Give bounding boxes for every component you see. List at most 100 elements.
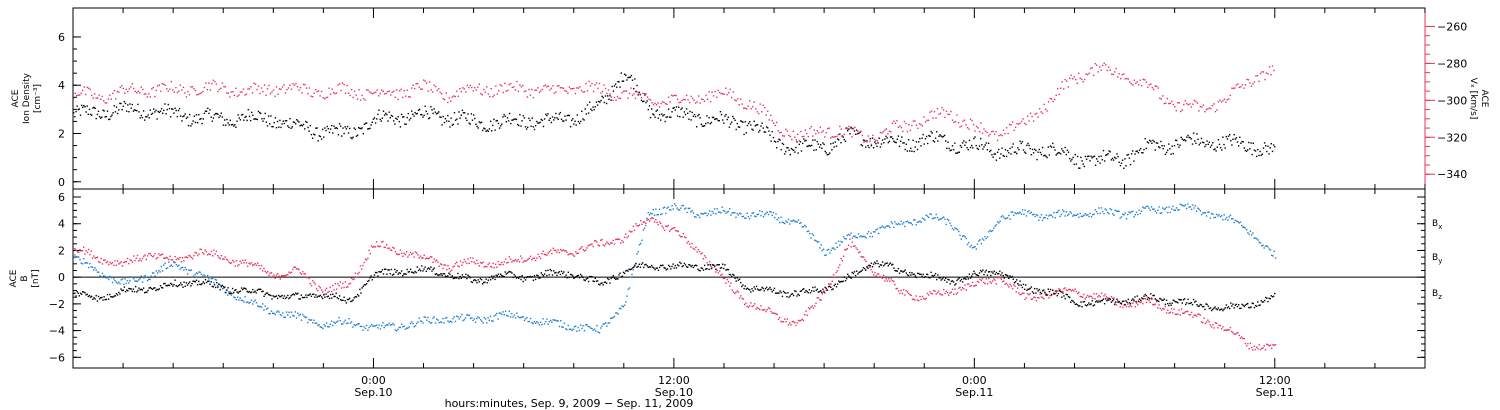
ion-density-point [726, 118, 728, 121]
by-point [313, 319, 315, 321]
by-point [931, 217, 934, 220]
bx-point [448, 272, 450, 274]
bz-point [105, 261, 107, 264]
bx-point [394, 268, 396, 271]
ion-density-point [377, 113, 379, 116]
bx-point [220, 286, 222, 288]
ion-density-point [895, 141, 897, 144]
ion-density-point [548, 119, 550, 121]
vx-point [98, 94, 100, 96]
by-point [388, 322, 390, 324]
bx-point [866, 266, 868, 268]
bx-point [877, 262, 879, 265]
bx-point [940, 279, 942, 281]
ion-density-point [642, 100, 644, 103]
vx-point [1020, 120, 1023, 123]
vx-point [761, 111, 763, 113]
bz-point [1048, 297, 1050, 299]
ion-density-point [107, 118, 110, 121]
by-point [272, 312, 274, 314]
bx-point [442, 273, 444, 275]
by-point [696, 213, 698, 216]
bz-point [95, 257, 97, 259]
by-point [657, 214, 659, 216]
bz-point [814, 305, 816, 307]
bx-point [132, 288, 135, 290]
by-point [323, 324, 325, 326]
by-point [979, 239, 981, 241]
ion-density-point [690, 119, 692, 121]
bz-point [929, 291, 931, 293]
ion-density-point [1263, 142, 1266, 144]
ion-density-point [469, 123, 471, 125]
vx-point [700, 98, 703, 100]
ion-density-point [313, 133, 315, 135]
by-point [140, 275, 142, 277]
vx-point [951, 119, 954, 121]
ion-density-point [1227, 135, 1230, 137]
bx-point [921, 275, 923, 278]
bz-point [670, 229, 672, 231]
bz-point [1144, 298, 1146, 300]
by-point [108, 278, 110, 281]
by-point [347, 322, 349, 324]
vx-point [987, 135, 990, 137]
bx-point [823, 291, 825, 293]
vx-point [1216, 109, 1218, 111]
bz-point [1014, 285, 1016, 287]
bx-point [1041, 290, 1044, 292]
vx-point [320, 90, 323, 93]
vx-point [155, 89, 157, 92]
ion-density-point [398, 120, 400, 123]
ion-density-point [684, 113, 687, 116]
vx-point [232, 91, 234, 93]
ion-density-point [247, 109, 249, 111]
ion-density-point [195, 114, 198, 116]
bz-point [138, 260, 140, 262]
by-point [289, 316, 291, 318]
by-point [443, 322, 445, 324]
ion-density-point [699, 117, 701, 119]
ion-density-point [646, 100, 648, 102]
bz-point [363, 261, 365, 264]
vx-point [735, 100, 737, 102]
bx-point [238, 291, 240, 293]
by-point [456, 315, 458, 317]
vx-point [1124, 78, 1126, 80]
bz-point [312, 280, 314, 282]
vx-point [406, 89, 408, 91]
ion-density-point [1119, 164, 1122, 167]
ion-density-point [598, 100, 600, 103]
ion-density-point [196, 122, 199, 124]
bx-point [978, 272, 981, 274]
vx-point [214, 81, 216, 83]
ion-density-point [680, 108, 682, 111]
bx-point [1099, 301, 1101, 303]
by-point [360, 325, 363, 328]
vx-point [912, 120, 915, 122]
vx-point [794, 136, 796, 138]
ion-density-point [865, 146, 867, 148]
bx-point [661, 264, 663, 267]
vx-point [332, 91, 335, 94]
bx-point [569, 273, 572, 276]
by-point [933, 217, 935, 219]
bx-point [79, 292, 82, 295]
bz-point [874, 272, 876, 274]
bx-point [879, 264, 882, 266]
by-point [240, 299, 243, 302]
vx-point [525, 90, 527, 92]
bx-point [1119, 302, 1122, 304]
ion-density-point [611, 85, 613, 88]
vx-point [73, 97, 75, 100]
ion-density-point [1067, 151, 1070, 153]
ion-density-point [1053, 146, 1055, 148]
by-point [219, 284, 221, 286]
vx-point [80, 92, 82, 94]
bx-point [467, 274, 469, 276]
by-point [625, 301, 627, 303]
by-point [86, 262, 89, 264]
bz-point [160, 253, 162, 256]
vx-point [884, 129, 886, 131]
ion-density-point [1009, 147, 1011, 150]
